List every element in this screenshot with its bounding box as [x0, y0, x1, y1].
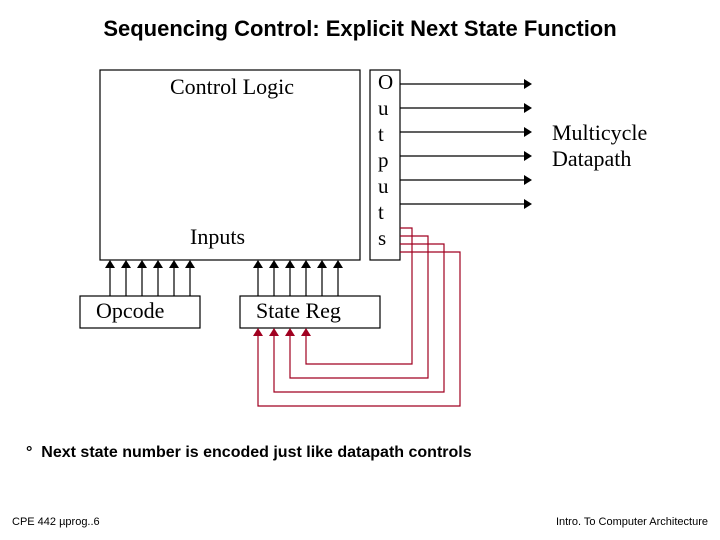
page-root: Sequencing Control: Explicit Next State … [0, 0, 720, 540]
diagram-svg [0, 0, 720, 540]
